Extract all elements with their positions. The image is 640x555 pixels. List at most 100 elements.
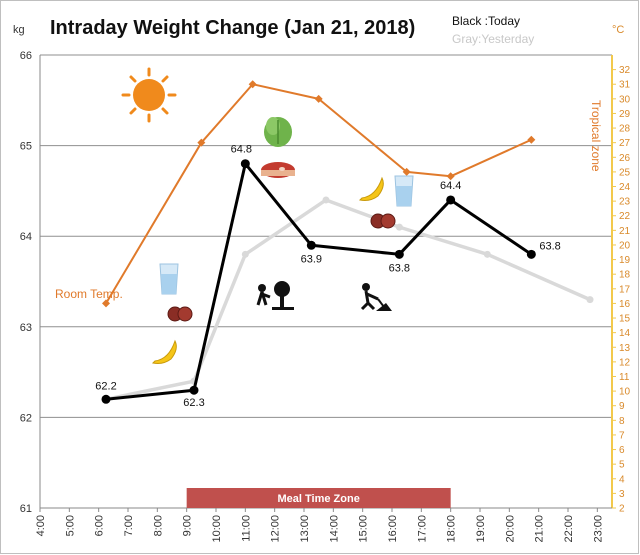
- y2-tick-label: 8: [619, 416, 625, 427]
- left-axis-unit: kg: [13, 24, 25, 36]
- series-today-point: [446, 195, 456, 205]
- x-tick-label: 23:00: [592, 515, 604, 543]
- x-axis-ticks: 4:00 5:00 6:00 7:00 8:00 9:00 10:00 11:00 12:00 1…: [35, 508, 604, 543]
- series-yesterday-point: [483, 250, 491, 258]
- series-today-point: [306, 240, 316, 250]
- x-tick-label: 4:00: [35, 515, 47, 536]
- x-tick-label: 5:00: [64, 515, 76, 536]
- y2-tick-label: 26: [619, 153, 631, 164]
- series-roomtemp-point: [197, 138, 206, 147]
- water-glass-icon: [159, 263, 179, 295]
- y2-tick-label: 14: [619, 328, 631, 339]
- y2-tick-label: 22: [619, 211, 631, 222]
- y2-tick-label: 15: [619, 314, 631, 325]
- y2-tick-label: 21: [619, 226, 631, 237]
- y2-tick-label: 6: [619, 445, 625, 456]
- x-tick-label: 11:00: [240, 515, 252, 542]
- series-roomtemp-point: [446, 172, 455, 181]
- x-tick-label: 16:00: [387, 515, 399, 543]
- data-label: 62.3: [183, 397, 204, 409]
- meal-time-zone-band: [186, 488, 451, 508]
- banana-icon: [358, 176, 384, 201]
- y2-tick-label: 16: [619, 299, 631, 310]
- x-tick-label: 9:00: [182, 515, 194, 536]
- data-label: 63.8: [539, 240, 560, 252]
- series-yesterday-point: [241, 250, 249, 258]
- y2-tick-label: 30: [619, 94, 631, 105]
- banana-icon: [151, 339, 177, 364]
- y2-tick-label: 10: [619, 387, 631, 398]
- y2-tick-label: 9: [619, 401, 625, 412]
- data-label: 63.9: [301, 253, 322, 265]
- x-tick-label: 19:00: [475, 515, 487, 543]
- series-yesterday-point: [586, 296, 594, 304]
- y2-tick-label: 11: [619, 372, 630, 383]
- series-roomtemp-point: [102, 299, 110, 308]
- sausage-icon: [370, 213, 396, 229]
- x-tick-label: 10:00: [211, 515, 223, 543]
- x-tick-label: 7:00: [123, 515, 135, 536]
- water-glass-icon: [394, 175, 414, 207]
- data-label: 64.4: [440, 180, 461, 192]
- legend-today: Black :Today: [452, 14, 520, 28]
- series-roomtemp-point: [527, 135, 536, 144]
- series-today-point: [526, 249, 536, 259]
- sun-icon: [121, 67, 177, 123]
- y2-tick-label: 3: [619, 489, 625, 500]
- series-yesterday-point: [322, 196, 330, 204]
- y2-tick-label: 19: [619, 255, 631, 266]
- x-tick-label: 14:00: [328, 515, 340, 543]
- x-tick-label: 8:00: [152, 515, 164, 536]
- legend-yesterday: Gray:Yesterday: [452, 32, 534, 46]
- y2-tick-label: 5: [619, 460, 625, 471]
- y2-tick-label: 25: [619, 167, 631, 178]
- series-yesterday-point: [395, 223, 403, 231]
- y2-axis-ticks: 2345678910111213141516171819202122232425…: [612, 65, 631, 515]
- meat-icon: [261, 162, 295, 178]
- right-axis-unit: °C: [612, 24, 624, 36]
- chart-title: Intraday Weight Change (Jan 21, 2018): [50, 17, 415, 39]
- y2-tick-label: 4: [619, 474, 625, 485]
- sausage-icon: [167, 306, 193, 322]
- y2-tick-label: 20: [619, 240, 631, 251]
- y2-tick-label: 32: [619, 65, 631, 76]
- y2-tick-label: 29: [619, 109, 631, 120]
- gridlines: [40, 54, 612, 418]
- y-tick-label: 66: [20, 50, 32, 62]
- x-tick-label: 20:00: [504, 515, 516, 543]
- y2-tick-label: 27: [619, 138, 631, 149]
- series-layer: 62.2 62.3 64.8 63.9 63.8 64.4 63.8: [95, 80, 594, 409]
- x-tick-label: 6:00: [94, 515, 106, 536]
- data-label: 63.8: [389, 262, 410, 274]
- y2-tick-label: 18: [619, 270, 631, 281]
- x-tick-label: 13:00: [299, 515, 311, 543]
- data-label: 64.8: [231, 144, 252, 156]
- series-roomtemp-point: [248, 80, 257, 89]
- y2-tick-label: 17: [619, 284, 631, 295]
- x-tick-label: 17:00: [416, 515, 428, 543]
- y2-tick-label: 13: [619, 343, 631, 354]
- data-label: 62.2: [95, 380, 116, 392]
- y-axis-ticks: 61 62 63 64 65 66: [20, 50, 32, 515]
- gardening-icon: [256, 281, 294, 310]
- y2-tick-label: 31: [619, 80, 631, 91]
- y-tick-label: 62: [20, 412, 32, 424]
- y-tick-label: 65: [20, 141, 32, 153]
- x-tick-label: 21:00: [534, 515, 546, 543]
- shoveling-icon: [360, 283, 392, 311]
- series-roomtemp-point: [402, 167, 411, 176]
- series-today-point: [101, 394, 111, 404]
- y2-tick-label: 28: [619, 124, 631, 135]
- y2-tick-label: 12: [619, 357, 631, 368]
- series-today-point: [394, 249, 404, 259]
- series-today-point: [240, 159, 250, 169]
- y-tick-label: 61: [20, 503, 32, 515]
- x-tick-label: 18:00: [446, 515, 458, 543]
- y2-tick-label: 23: [619, 197, 631, 208]
- lettuce-icon: [264, 117, 292, 147]
- x-tick-label: 22:00: [563, 515, 575, 543]
- meal-time-zone-label: Meal Time Zone: [278, 493, 360, 505]
